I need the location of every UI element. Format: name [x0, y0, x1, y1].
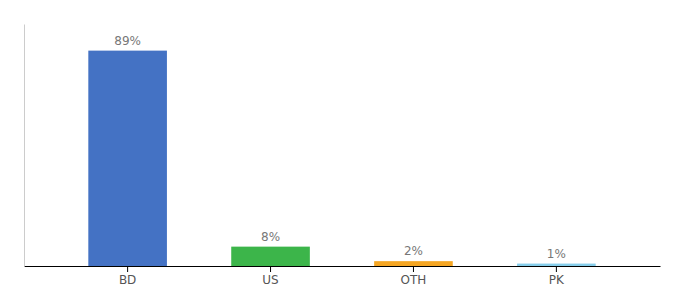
x-tick-label: BD — [119, 273, 136, 287]
y-axis-line — [24, 25, 25, 267]
bar — [517, 264, 596, 266]
data-label: 89% — [114, 34, 141, 48]
x-tick-mark — [270, 266, 271, 272]
x-tick: US — [262, 266, 278, 287]
x-tick-label: OTH — [401, 273, 427, 287]
x-axis-line — [25, 266, 661, 267]
data-labels: 89% 8% 2% 1% — [114, 34, 566, 261]
y-axis — [24, 25, 25, 267]
x-tick: PK — [549, 266, 565, 287]
bar — [231, 247, 310, 266]
data-label: 8% — [261, 230, 280, 244]
x-tick: OTH — [401, 266, 427, 287]
bar — [88, 51, 167, 266]
x-tick-mark — [413, 266, 414, 272]
x-axis: BD US OTH PK — [25, 266, 661, 287]
chart: 89% 8% 2% 1% BD US OTH PK — [0, 0, 680, 300]
x-tick-label: US — [262, 273, 278, 287]
data-label: 2% — [404, 244, 423, 258]
x-tick-mark — [127, 266, 128, 272]
x-tick: BD — [119, 266, 136, 287]
x-tick-label: PK — [549, 273, 565, 287]
bars — [88, 51, 595, 266]
data-label: 1% — [547, 247, 566, 261]
x-tick-mark — [556, 266, 557, 272]
bar — [374, 261, 453, 266]
